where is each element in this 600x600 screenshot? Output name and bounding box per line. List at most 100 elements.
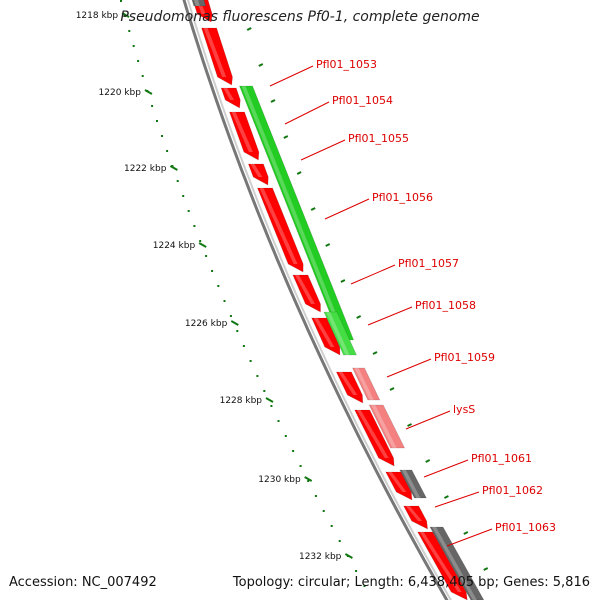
- major-tick: [121, 12, 130, 18]
- gene-label: Pfl01_1061: [471, 452, 532, 465]
- forward-gene-arrow: [354, 409, 395, 467]
- tick-dot: [161, 135, 163, 137]
- tick-dot: [199, 240, 202, 242]
- tick-label: 1232 kbp: [299, 552, 342, 562]
- forward-gene-arrow: [228, 111, 260, 161]
- tick-dot: [211, 270, 214, 272]
- outer-tick: [310, 207, 316, 211]
- forward-gene-arrow-shade: [223, 88, 235, 100]
- forward-gene-arrow-shade: [387, 472, 407, 492]
- tick-dot: [176, 180, 179, 182]
- outer-tick: [270, 99, 276, 103]
- tick-label: 1230 kbp: [258, 475, 301, 485]
- reverse-gene-top: [191, 0, 207, 7]
- tick-dot: [330, 525, 333, 527]
- tick-dot: [151, 105, 154, 107]
- forward-gene-arrow-shade: [419, 532, 462, 592]
- leader-line: [446, 528, 493, 547]
- gene-label: Pfl01_1059: [434, 351, 495, 364]
- major-tick: [344, 553, 353, 559]
- reverse-gene-Pfl01_1054: [238, 85, 355, 341]
- tick-marks-track: [121, 12, 353, 559]
- tick-dot: [120, 0, 122, 2]
- reverse-gene-Pfl01_1063: [429, 526, 485, 600]
- tick-dot: [314, 495, 317, 497]
- leader-line: [386, 358, 432, 378]
- tick-dot: [242, 345, 245, 347]
- gene-label: lysS: [453, 403, 475, 416]
- tick-dot: [124, 15, 127, 17]
- forward-gene-arrow: [247, 163, 269, 186]
- gene-track: [191, 0, 485, 600]
- tick-label: 1222 kbp: [124, 164, 167, 174]
- reverse-gene-Pfl01_1062: [399, 469, 428, 499]
- tick-label: 1228 kbp: [220, 396, 263, 406]
- forward-gene-arrow-shade: [313, 318, 335, 347]
- reverse-gene-lysS-shade: [371, 405, 397, 448]
- gene-label: Pfl01_1058: [415, 299, 476, 312]
- tick-label: 1226 kbp: [185, 319, 228, 329]
- leader-line: [284, 101, 330, 125]
- outer-tick: [296, 171, 302, 175]
- tick-dot: [249, 360, 252, 362]
- tick-dot: [132, 45, 135, 47]
- outer-tick: [340, 279, 346, 283]
- gene-label: Pfl01_1053: [316, 58, 377, 71]
- map-title: Pseudomonas fluorescens Pf0-1, complete …: [120, 9, 480, 25]
- reverse-gene-Pfl01_1059: [351, 367, 381, 401]
- forward-gene-arrow-shade: [356, 410, 389, 458]
- reverse-gene-Pfl01_1062-shade: [401, 470, 421, 498]
- forward-gene-arrow-shade: [231, 112, 253, 152]
- tick-labels: 1218 kbp 1220 kbp 1222 kbp 1224 kbp 1226 kbp…: [76, 11, 342, 562]
- tick-label: 1220 kbp: [99, 88, 142, 98]
- leader-line: [300, 139, 346, 161]
- forward-gene-arrow-shade: [203, 28, 227, 77]
- major-tick: [265, 397, 274, 403]
- reverse-gene-Pfl01_1058-shade: [326, 312, 350, 355]
- forward-gene-arrow-shade: [405, 506, 423, 521]
- forward-gene-arrow: [256, 187, 304, 273]
- leader-line: [367, 306, 413, 326]
- outer-tick: [407, 423, 412, 427]
- forward-gene-arrow: [403, 505, 429, 530]
- forward-gene-arrow-shade: [250, 164, 263, 177]
- forward-gene-arrow: [385, 471, 413, 501]
- tick-dot: [299, 465, 302, 467]
- major-tick: [144, 89, 153, 95]
- reverse-gene-top-shade: [194, 0, 200, 6]
- accession-text: Accession: NC_007492: [9, 575, 157, 590]
- tick-dot: [363, 585, 366, 587]
- forward-gene-arrow: [201, 27, 233, 86]
- gene-label: Pfl01_1062: [482, 484, 543, 497]
- forward-gene-arrow: [292, 274, 321, 313]
- reverse-gene-lysS: [368, 404, 406, 449]
- reverse-gene-Pfl01_1059-shade: [354, 368, 374, 400]
- tick-dot: [236, 330, 239, 332]
- gene-label: Pfl01_1056: [372, 191, 433, 204]
- gene-label: Pfl01_1054: [332, 94, 393, 107]
- outer-tick: [356, 315, 362, 319]
- gene-label: Pfl01_1057: [398, 257, 459, 270]
- tick-dot: [292, 450, 295, 452]
- tick-dot: [141, 75, 144, 77]
- tick-dot: [284, 435, 287, 437]
- forward-gene-arrow-shade: [259, 188, 298, 264]
- label-leader-lines: [269, 65, 493, 547]
- major-tick: [304, 476, 313, 482]
- backbone-line: [182, 0, 449, 600]
- tick-dot: [307, 480, 310, 482]
- tick-dot: [229, 315, 232, 317]
- forward-gene-arrow: [335, 371, 364, 404]
- tick-dot: [355, 570, 358, 572]
- outer-tick: [325, 243, 331, 247]
- leader-line: [324, 198, 370, 220]
- backbone-shadow-line: [186, 0, 452, 600]
- gene-label: Pfl01_1063: [495, 521, 556, 534]
- gene-label: Pfl01_1055: [348, 132, 409, 145]
- leader-line: [269, 65, 314, 87]
- leader-line: [405, 410, 451, 430]
- tick-dot: [137, 60, 140, 62]
- outer-tick: [246, 27, 252, 31]
- tick-dot: [256, 375, 259, 377]
- tick-dot: [322, 510, 325, 512]
